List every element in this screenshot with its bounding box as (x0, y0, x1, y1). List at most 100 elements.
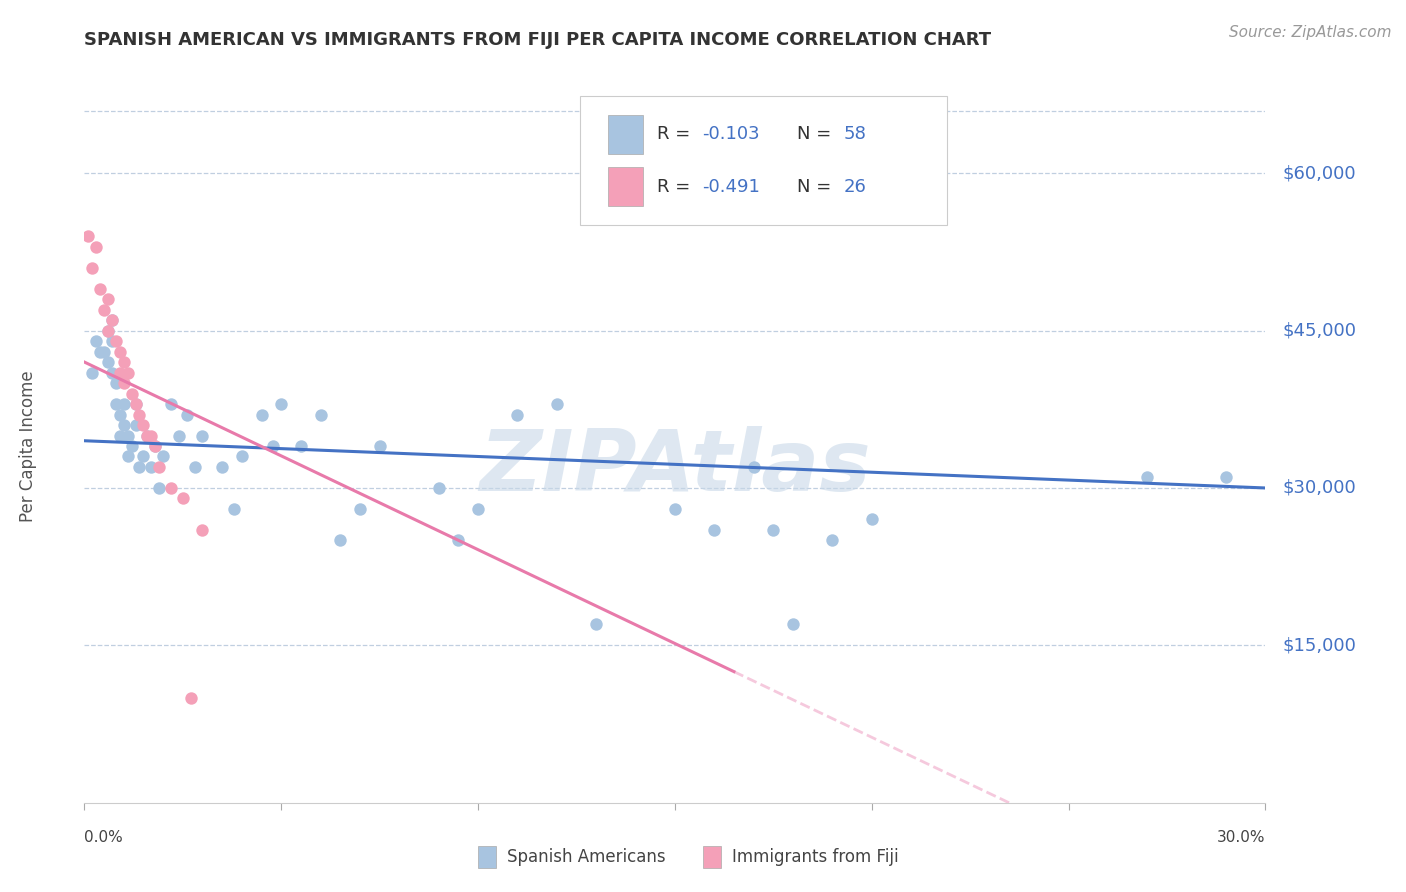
Point (84, 334, 107, 348)
Text: Immigrants from Fiji: Immigrants from Fiji (733, 848, 898, 866)
Point (124, 417, 146, 432)
Point (82, 366, 104, 380)
Point (782, 617, 804, 632)
Text: 0.0%: 0.0% (84, 830, 124, 845)
Point (117, 428, 139, 442)
Point (93, 344, 115, 359)
Point (124, 397, 146, 411)
Point (104, 376, 127, 390)
Point (664, 502, 686, 516)
Text: N =: N = (797, 178, 837, 196)
Point (89, 344, 111, 359)
Point (250, 408, 273, 422)
Point (112, 355, 135, 369)
Point (141, 460, 163, 475)
Point (136, 428, 159, 442)
Text: 30.0%: 30.0% (1218, 830, 1265, 845)
Point (132, 417, 155, 432)
Point (108, 344, 131, 359)
Point (546, 397, 568, 411)
Point (89, 282, 111, 296)
Point (108, 408, 131, 422)
Point (117, 450, 139, 464)
Point (128, 460, 150, 475)
Point (211, 460, 233, 475)
Point (447, 533, 470, 548)
Point (152, 450, 174, 464)
Text: 58: 58 (844, 125, 866, 144)
Text: 26: 26 (844, 178, 866, 196)
Point (183, 460, 205, 475)
Point (128, 408, 150, 422)
Point (101, 313, 124, 327)
Point (77, 229, 100, 244)
Point (141, 428, 163, 442)
Text: -0.491: -0.491 (702, 178, 759, 196)
Point (101, 334, 124, 348)
Point (703, 523, 725, 537)
Point (97, 292, 120, 306)
Point (160, 481, 183, 495)
Text: $30,000: $30,000 (1282, 479, 1355, 497)
Point (112, 417, 135, 432)
Point (1215, 470, 1237, 484)
Point (180, 690, 202, 705)
Point (172, 491, 194, 506)
Point (148, 460, 170, 475)
Point (124, 397, 146, 411)
Point (97, 355, 120, 369)
Point (1136, 470, 1159, 484)
Text: -0.103: -0.103 (702, 125, 759, 144)
Point (176, 408, 198, 422)
Point (143, 439, 166, 453)
Point (101, 366, 124, 380)
Text: R =: R = (657, 125, 696, 144)
Point (112, 376, 135, 390)
Text: $15,000: $15,000 (1282, 636, 1357, 655)
Point (97, 324, 120, 338)
Point (84, 239, 107, 253)
Point (191, 523, 214, 537)
Point (160, 397, 183, 411)
Text: Per Capita Income: Per Capita Income (20, 370, 37, 522)
Point (93, 302, 115, 317)
Point (101, 313, 124, 327)
Point (270, 397, 292, 411)
Point (762, 523, 785, 537)
Point (143, 439, 166, 453)
Point (104, 334, 127, 348)
Point (117, 366, 139, 380)
Point (191, 428, 214, 442)
Point (108, 428, 131, 442)
FancyBboxPatch shape (607, 115, 643, 154)
Point (82, 260, 104, 275)
Point (136, 428, 159, 442)
Point (112, 397, 135, 411)
Point (104, 397, 127, 411)
Point (148, 481, 170, 495)
Text: Spanish Americans: Spanish Americans (508, 848, 665, 866)
Point (467, 502, 489, 516)
Text: $45,000: $45,000 (1282, 321, 1357, 340)
Point (309, 408, 332, 422)
Point (860, 512, 883, 526)
Point (97, 324, 120, 338)
Point (222, 502, 245, 516)
FancyBboxPatch shape (581, 96, 946, 225)
Point (585, 617, 607, 632)
Point (121, 439, 143, 453)
Text: ZIPAtlas: ZIPAtlas (479, 425, 870, 509)
Point (427, 481, 450, 495)
Point (368, 439, 391, 453)
Point (132, 450, 155, 464)
Point (329, 533, 352, 548)
Point (290, 439, 312, 453)
Point (121, 386, 143, 401)
Text: $60,000: $60,000 (1282, 164, 1355, 182)
Text: SPANISH AMERICAN VS IMMIGRANTS FROM FIJI PER CAPITA INCOME CORRELATION CHART: SPANISH AMERICAN VS IMMIGRANTS FROM FIJI… (84, 31, 991, 49)
FancyBboxPatch shape (607, 167, 643, 206)
Point (167, 428, 190, 442)
Point (821, 533, 844, 548)
Text: Source: ZipAtlas.com: Source: ZipAtlas.com (1229, 25, 1392, 40)
Text: R =: R = (657, 178, 696, 196)
